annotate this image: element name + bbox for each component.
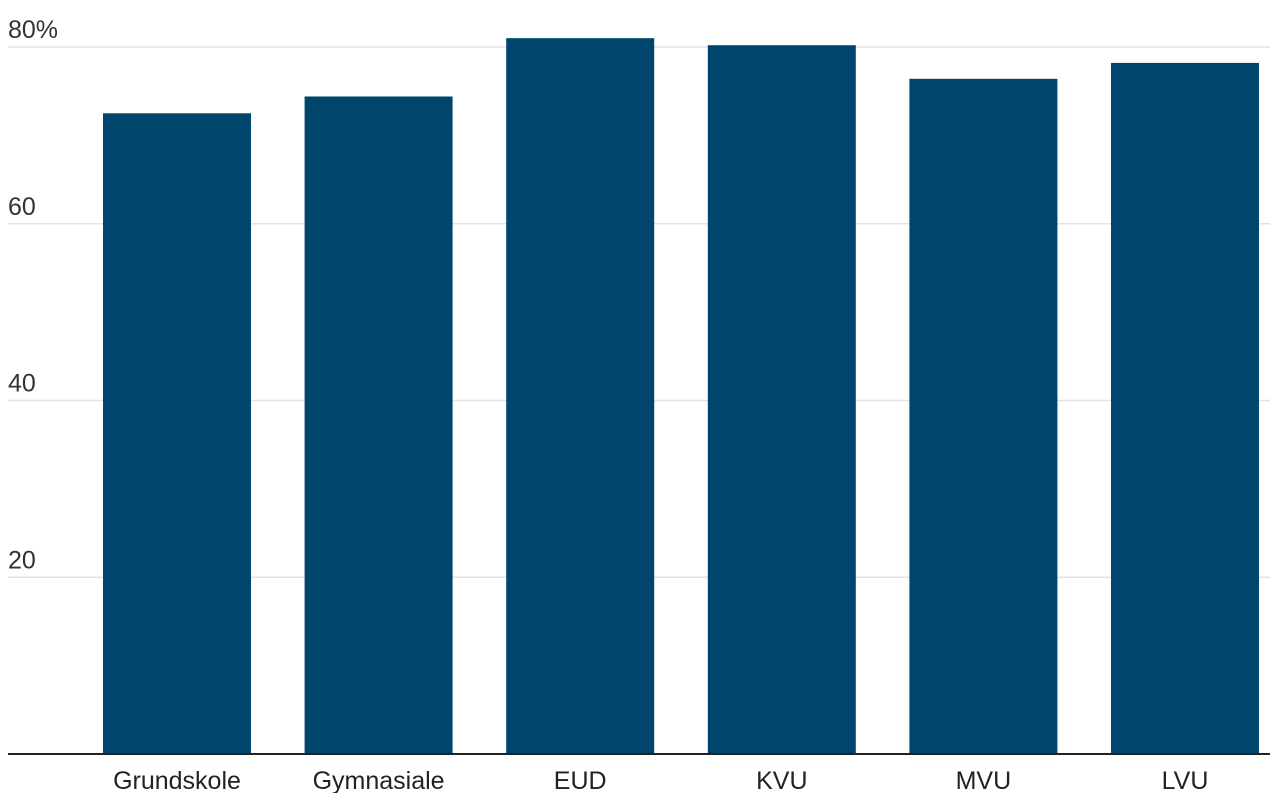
x-tick-label-gymnasiale: Gymnasiale: [313, 767, 445, 793]
y-tick-label-60: 60: [8, 193, 36, 221]
y-tick-label-20: 20: [8, 546, 36, 574]
x-tick-label-eud: EUD: [554, 767, 607, 793]
x-tick-label-grundskole: Grundskole: [113, 767, 241, 793]
y-tick-label-80: 80%: [8, 16, 58, 44]
x-tick-label-kvu: KVU: [756, 767, 807, 793]
bar-mvu: [909, 78, 1058, 754]
bar-eud: [506, 38, 655, 755]
x-tick-label-mvu: MVU: [956, 767, 1012, 793]
bar-lvu: [1111, 62, 1259, 755]
bar-grundskole: [103, 113, 251, 754]
x-tick-label-lvu: LVU: [1162, 767, 1209, 793]
y-tick-label-40: 40: [8, 370, 36, 398]
bar-gymnasiale: [304, 96, 453, 755]
bar-kvu: [707, 45, 856, 755]
bar-layer: [103, 38, 1259, 755]
label-layer: 20 40 60 80% Grundskole Gymnasiale EUD KVU MVU LV…: [8, 16, 1208, 793]
